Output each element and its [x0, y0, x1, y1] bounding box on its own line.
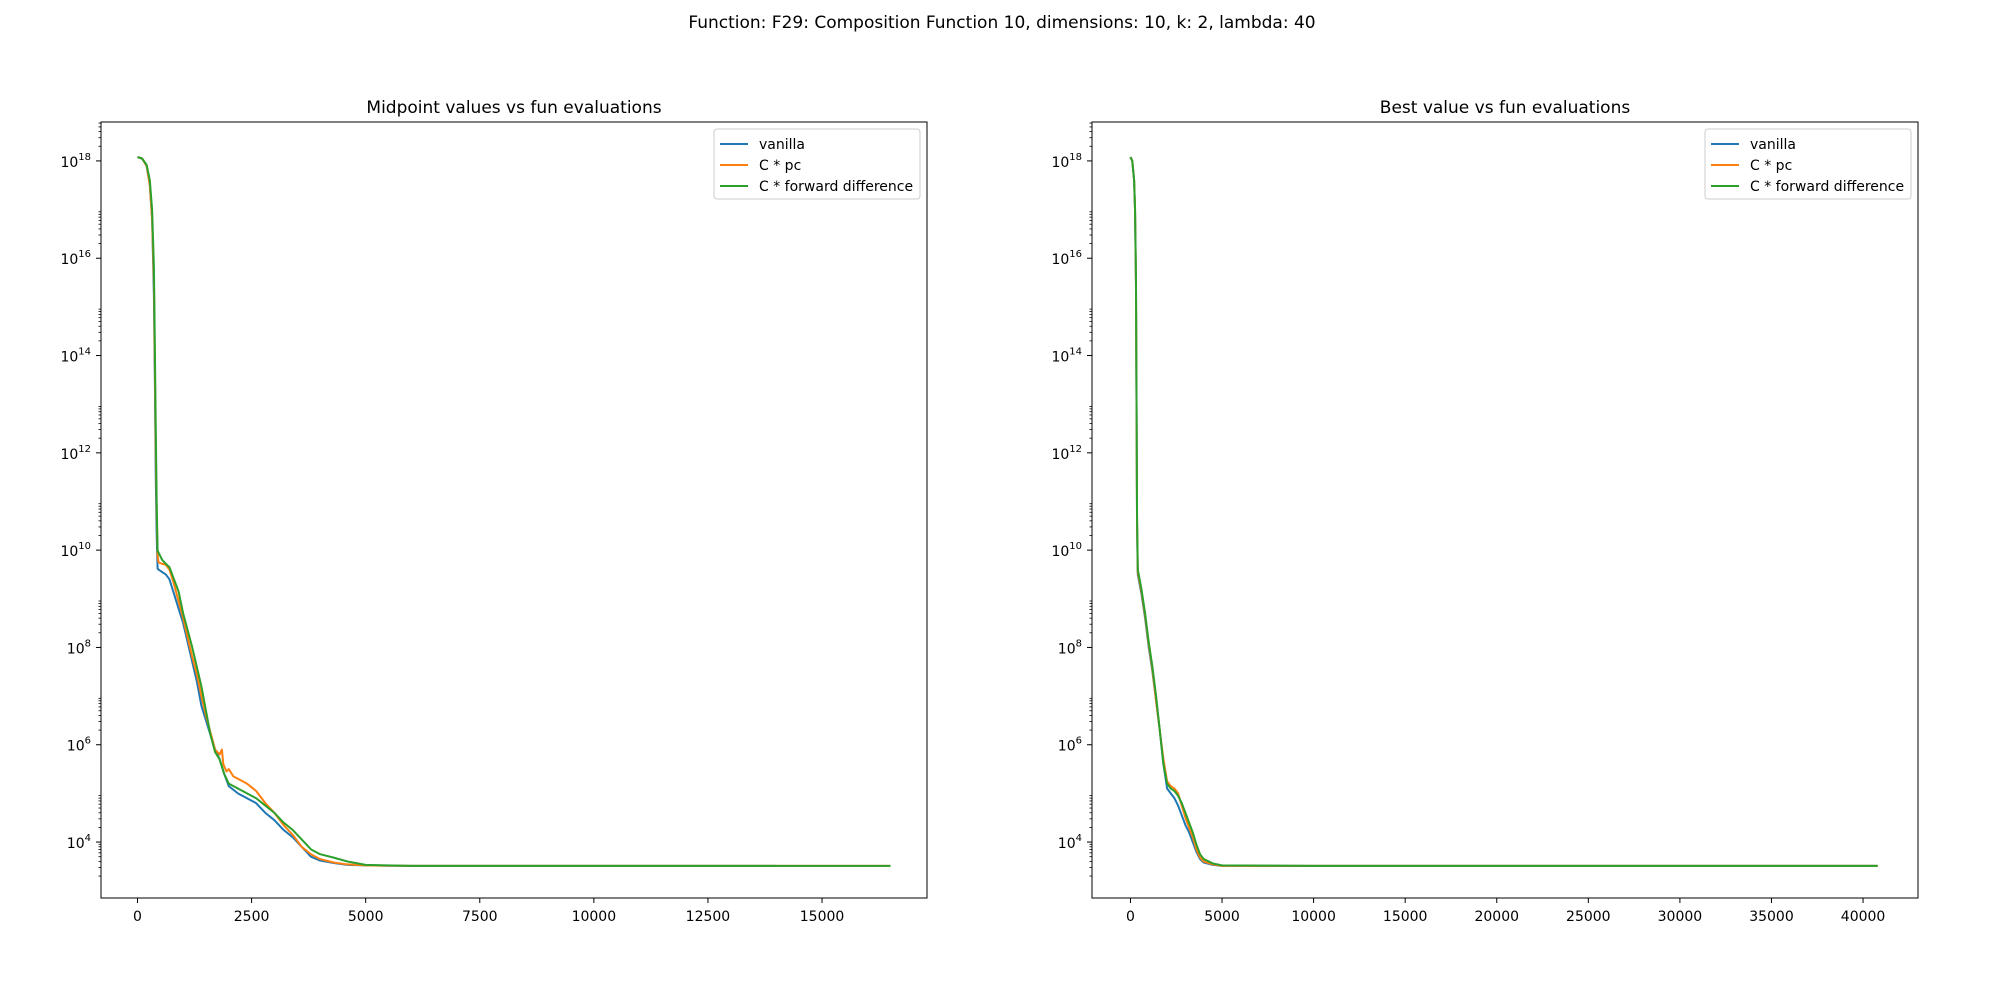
y-tick-label: 1016 [1051, 249, 1082, 268]
x-tick-label: 40000 [1841, 909, 1886, 925]
x-tick-label: 0 [1126, 909, 1135, 925]
legend-label-c-forward-difference: C * forward difference [1750, 179, 1904, 195]
y-tick-label: 1012 [1051, 444, 1082, 463]
y-tick-label: 1014 [60, 347, 91, 366]
chart-title: Best value vs fun evaluations [1380, 98, 1631, 118]
x-tick-label: 25000 [1566, 909, 1611, 925]
x-tick-label: 10000 [572, 909, 617, 925]
chart-title: Midpoint values vs fun evaluations [366, 98, 661, 118]
x-tick-label: 15000 [800, 909, 845, 925]
x-tick-label: 15000 [1383, 909, 1428, 925]
x-tick-label: 5000 [348, 909, 384, 925]
series-line-vanilla [137, 156, 777, 867]
plot-area [137, 156, 891, 867]
figure-suptitle: Function: F29: Composition Function 10, … [688, 13, 1315, 33]
series-line-vanilla [1129, 156, 1878, 867]
legend-box [713, 128, 921, 200]
x-tick-label: 10000 [1291, 909, 1336, 925]
chart-midpoint-values: Midpoint values vs fun evaluations 0 2500 5… [60, 98, 928, 925]
y-tick-label: 108 [67, 638, 91, 657]
legend-label-c-pc: C * pc [1750, 158, 1792, 174]
y-tick-label: 104 [1058, 833, 1082, 852]
legend-label-vanilla: vanilla [759, 137, 805, 153]
plot-area [1129, 156, 1878, 867]
legend-label-c-forward-difference: C * forward difference [759, 179, 913, 195]
x-tick-label: 0 [133, 909, 142, 925]
x-tick-label: 12500 [686, 909, 731, 925]
legend: vanilla C * pc C * forward difference [713, 128, 921, 200]
legend-label-vanilla: vanilla [1750, 137, 1796, 153]
y-tick-label: 104 [67, 833, 91, 852]
x-tick-label: 20000 [1474, 909, 1519, 925]
y-tick-label: 1018 [60, 152, 91, 171]
legend-box [1704, 128, 1912, 200]
x-tick-label: 5000 [1204, 909, 1240, 925]
y-tick-label: 108 [1058, 638, 1082, 657]
legend-label-c-pc: C * pc [759, 158, 801, 174]
y-tick-label: 1010 [60, 541, 91, 560]
y-tick-label: 106 [1058, 736, 1082, 755]
chart-best-value: Best value vs fun evaluations 0 5000 10000 1… [1051, 98, 1919, 925]
legend: vanilla C * pc C * forward difference [1704, 128, 1912, 200]
axes-frame [100, 121, 928, 899]
series-line-c-forward-difference [137, 156, 891, 867]
y-tick-label: 1010 [1051, 541, 1082, 560]
series-line-c-forward-difference [1129, 156, 1878, 867]
series-line-c-pc [1129, 156, 1878, 867]
y-tick-label: 1018 [1051, 152, 1082, 171]
y-tick-label: 106 [67, 736, 91, 755]
x-tick-label: 2500 [234, 909, 270, 925]
x-tick-label: 7500 [462, 909, 498, 925]
y-tick-label: 1014 [1051, 347, 1082, 366]
x-tick-label: 30000 [1658, 909, 1703, 925]
x-tick-label: 35000 [1749, 909, 1794, 925]
y-tick-label: 1016 [60, 249, 91, 268]
y-tick-label: 1012 [60, 444, 91, 463]
series-line-c-pc [137, 156, 891, 867]
axes-frame [1091, 121, 1919, 899]
